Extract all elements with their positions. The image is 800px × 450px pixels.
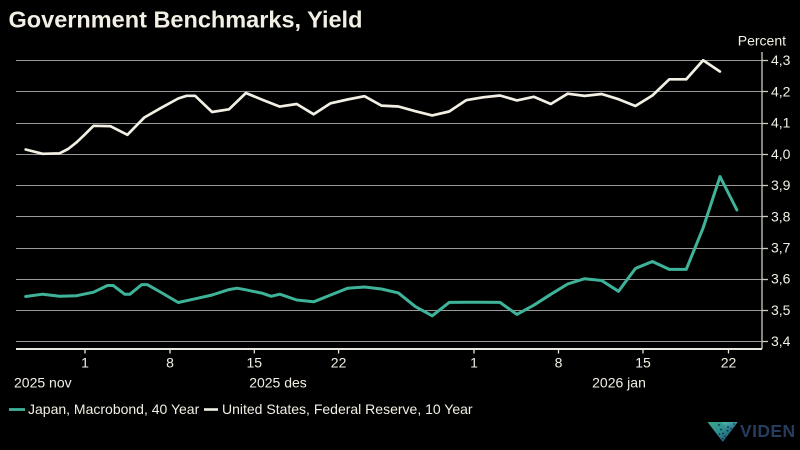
svg-text:4,2: 4,2	[771, 83, 791, 99]
svg-text:1: 1	[81, 355, 89, 371]
svg-text:3,9: 3,9	[771, 177, 791, 193]
svg-text:VIDEN: VIDEN	[740, 421, 795, 441]
svg-text:4,0: 4,0	[771, 146, 791, 162]
svg-text:22: 22	[331, 355, 347, 371]
svg-text:2025 des: 2025 des	[249, 375, 307, 391]
svg-text:22: 22	[721, 355, 737, 371]
svg-text:3,7: 3,7	[771, 240, 791, 256]
svg-text:Government Benchmarks, Yield: Government Benchmarks, Yield	[9, 7, 363, 33]
svg-text:United States, Federal Reserve: United States, Federal Reserve, 10 Year	[222, 401, 473, 417]
svg-text:8: 8	[166, 355, 174, 371]
svg-text:1: 1	[470, 355, 478, 371]
svg-text:15: 15	[635, 355, 651, 371]
svg-text:2025 nov: 2025 nov	[14, 375, 72, 391]
svg-text:15: 15	[247, 355, 263, 371]
svg-text:Percent: Percent	[738, 33, 786, 49]
svg-text:4,1: 4,1	[771, 115, 791, 131]
svg-text:3,5: 3,5	[771, 302, 791, 318]
svg-text:4,3: 4,3	[771, 52, 791, 68]
svg-text:8: 8	[555, 355, 563, 371]
svg-text:3,8: 3,8	[771, 208, 791, 224]
svg-text:Japan, Macrobond, 40 Year: Japan, Macrobond, 40 Year	[28, 401, 200, 417]
svg-text:2026 jan: 2026 jan	[592, 375, 646, 391]
svg-text:3,4: 3,4	[771, 333, 791, 349]
svg-text:3,6: 3,6	[771, 271, 791, 287]
